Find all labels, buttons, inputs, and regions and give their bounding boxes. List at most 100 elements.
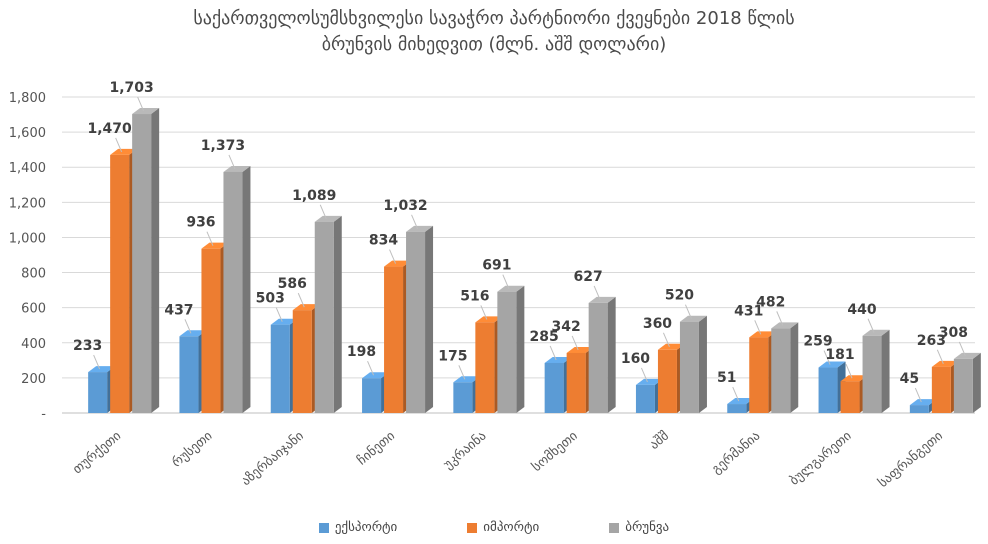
data-label: 437 xyxy=(164,302,193,318)
bar-top xyxy=(953,352,981,359)
data-label: 1,703 xyxy=(110,80,154,96)
bar-top xyxy=(588,296,616,303)
bar-top xyxy=(727,398,755,405)
bar-top xyxy=(544,356,572,363)
legend-label-turnover: ბრუნვა xyxy=(625,520,670,535)
data-label: 834 xyxy=(369,233,398,249)
data-label-leader xyxy=(389,249,397,264)
bar-top xyxy=(931,360,959,367)
data-label: 586 xyxy=(278,276,307,292)
bar-top xyxy=(475,316,503,323)
data-label-leader xyxy=(319,204,327,220)
data-label-leader xyxy=(640,367,648,383)
bar-top xyxy=(566,346,594,353)
data-label-leader xyxy=(206,231,214,246)
data-label: 516 xyxy=(460,288,489,304)
data-label: 285 xyxy=(530,329,559,345)
bar xyxy=(931,366,951,413)
x-tick-label: აშშ xyxy=(647,429,672,453)
data-label-leader xyxy=(115,137,123,153)
bar-top xyxy=(314,215,342,222)
bar-top xyxy=(862,329,890,336)
bar xyxy=(110,154,130,413)
data-label-leader xyxy=(776,311,784,326)
y-tick-label: 1,000 xyxy=(9,231,46,246)
data-label: 431 xyxy=(734,303,763,319)
bar-top xyxy=(406,225,434,232)
bar xyxy=(544,362,564,413)
bar xyxy=(270,324,290,413)
x-tick-label: აზერბაიჯანი xyxy=(239,428,307,489)
data-label: 503 xyxy=(256,291,285,307)
bar-top xyxy=(635,378,663,385)
bar-top xyxy=(840,375,868,382)
bar xyxy=(475,322,495,413)
data-label: 175 xyxy=(438,348,467,364)
bar-side xyxy=(333,215,342,413)
y-tick-label: 800 xyxy=(21,267,46,282)
data-label-leader xyxy=(571,335,579,351)
bar-side xyxy=(425,225,434,413)
legend-swatch-import xyxy=(467,522,478,533)
bar xyxy=(840,381,860,413)
y-tick-label: 1,800 xyxy=(9,91,46,106)
y-tick-label: 1,600 xyxy=(9,126,46,141)
bar-top xyxy=(679,315,707,322)
data-label: 936 xyxy=(186,215,215,231)
bar-top xyxy=(88,366,116,373)
bar-side xyxy=(151,108,160,413)
data-label-leader xyxy=(228,154,236,170)
bar xyxy=(862,335,882,413)
data-label: 520 xyxy=(665,288,694,304)
bar xyxy=(771,328,791,413)
data-label: 45 xyxy=(900,371,919,387)
x-tick-label: ჩინეთი xyxy=(355,428,399,468)
x-tick-label: თურქეთი xyxy=(70,428,124,477)
bar-side xyxy=(607,296,616,413)
legend-item-export: ექსპორტი xyxy=(318,520,398,535)
bar xyxy=(909,405,929,413)
bar-top xyxy=(818,361,846,368)
data-label-leader xyxy=(662,332,670,347)
bar-top xyxy=(362,372,390,379)
legend-item-import: იმპორტი xyxy=(467,520,539,535)
y-tick-label: 600 xyxy=(21,302,46,317)
bar xyxy=(953,358,973,413)
bar-side xyxy=(516,285,525,413)
data-label-leader xyxy=(275,307,283,322)
bar xyxy=(679,321,699,413)
data-label: 259 xyxy=(803,334,832,350)
data-label-leader xyxy=(502,274,510,289)
data-label: 1,470 xyxy=(88,121,133,137)
bar xyxy=(314,221,334,413)
bar xyxy=(292,310,312,413)
chart-legend: ექსპორტი იმპორტი ბრუნვა xyxy=(0,520,988,535)
bar-top xyxy=(909,399,937,406)
bar xyxy=(566,352,586,413)
x-tick-label: ბულგარეთი xyxy=(787,428,855,488)
bar-top xyxy=(771,322,799,329)
legend-label-export: ექსპორტი xyxy=(334,520,398,535)
data-label: 360 xyxy=(643,316,672,332)
bar xyxy=(362,378,382,413)
bar xyxy=(453,382,473,413)
bar-top xyxy=(270,318,298,325)
bar-side xyxy=(698,315,707,413)
bar xyxy=(588,302,608,413)
bar-top xyxy=(384,260,412,267)
x-tick-label: რუსეთი xyxy=(169,428,215,470)
data-label: 160 xyxy=(621,351,650,367)
data-label-leader xyxy=(184,319,192,334)
y-tick-label: 1,400 xyxy=(9,161,46,176)
bar xyxy=(657,349,677,413)
bar-side xyxy=(242,165,251,413)
bar-side xyxy=(790,322,799,413)
data-label-leader xyxy=(732,386,740,402)
bar xyxy=(132,114,152,413)
data-label-leader xyxy=(867,318,875,333)
bar xyxy=(88,372,108,413)
data-label: 1,032 xyxy=(383,198,427,214)
data-label: 233 xyxy=(73,338,102,354)
data-label: 181 xyxy=(825,347,854,363)
data-label-leader xyxy=(137,96,145,112)
